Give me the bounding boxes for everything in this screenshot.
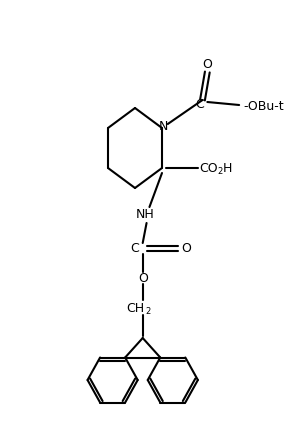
Text: H: H: [223, 161, 232, 175]
Text: 2: 2: [146, 306, 151, 315]
Text: C: C: [131, 242, 139, 254]
Text: NH: NH: [135, 209, 154, 221]
Text: -OBu-t: -OBu-t: [243, 100, 284, 112]
Text: O: O: [202, 57, 212, 71]
Text: C: C: [195, 98, 204, 112]
Text: CH: CH: [126, 302, 144, 314]
Text: O: O: [181, 242, 191, 254]
Text: O: O: [138, 272, 148, 284]
Text: CO: CO: [200, 161, 218, 175]
Text: 2: 2: [217, 167, 222, 176]
Text: N: N: [159, 120, 168, 132]
